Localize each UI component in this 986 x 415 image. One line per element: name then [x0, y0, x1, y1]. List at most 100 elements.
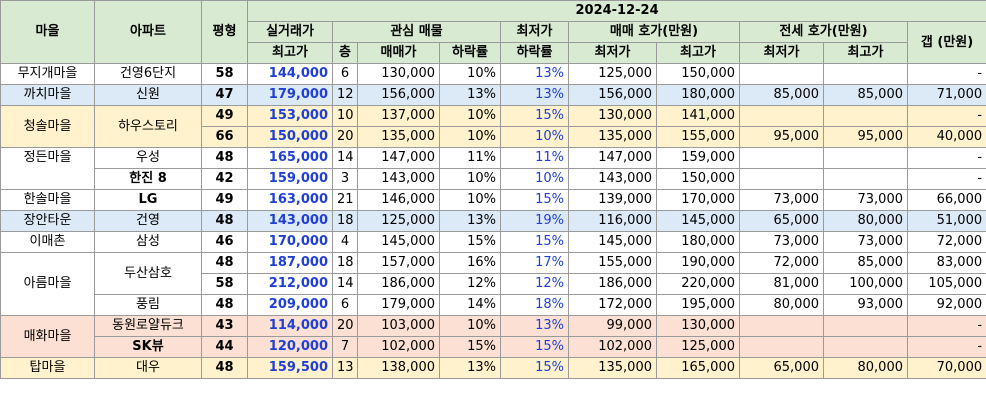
drop-cell: 16% [439, 252, 501, 274]
gap-cell: - [906, 105, 986, 127]
floor-cell: 21 [332, 189, 358, 211]
jeonse-max-cell: 80,000 [823, 210, 908, 232]
sale-max-cell: 170,000 [656, 189, 740, 211]
low-drop-cell: 15% [500, 357, 569, 379]
drop-cell: 13% [439, 357, 501, 379]
gap-cell: 92,000 [906, 294, 986, 316]
low-drop-cell: 13% [500, 63, 569, 85]
low-drop-cell: 13% [500, 84, 569, 106]
sale-max-cell: 159,000 [656, 147, 740, 169]
sale-cell: 135,000 [357, 126, 440, 148]
village-cell: 한솔마을 [0, 189, 95, 211]
header-interest: 관심 매물 [332, 21, 501, 43]
actual-max-cell: 143,000 [247, 210, 333, 232]
gap-cell: 105,000 [906, 273, 986, 295]
drop-cell: 10% [439, 63, 501, 85]
header-actual-bottom: 최고가 [247, 42, 333, 64]
header-floor: 층 [332, 42, 358, 64]
sale-cell: 143,000 [357, 168, 440, 190]
low-drop-cell: 12% [500, 273, 569, 295]
apartment-cell: LG [94, 189, 202, 211]
floor-cell: 3 [332, 168, 358, 190]
pyeong-cell: 48 [201, 210, 248, 232]
floor-cell: 12 [332, 84, 358, 106]
low-drop-cell: 10% [500, 168, 569, 190]
table-row: 아름마을 두산삼호 48 187,000 18 157,000 16% 17% … [0, 252, 986, 316]
table-row: 탑마을 대우 48 159,500 13 138,000 13% 15% 135… [0, 357, 986, 379]
sale-min-cell: 145,000 [568, 231, 657, 253]
floor-cell: 20 [332, 315, 358, 337]
sale-max-cell: 150,000 [656, 63, 740, 85]
apartment-cell: SK뷰 [94, 336, 202, 358]
header-jeonse-max: 최고가 [823, 42, 908, 64]
floor-cell: 20 [332, 126, 358, 148]
jeonse-min-cell [739, 105, 824, 127]
floor-cell: 4 [332, 231, 358, 253]
gap-cell: - [906, 168, 986, 190]
pyeong-cell: 58 [201, 63, 248, 85]
jeonse-min-cell [739, 147, 824, 169]
sale-min-cell: 156,000 [568, 84, 657, 106]
jeonse-min-cell: 65,000 [739, 357, 824, 379]
header-sale-ask: 매매 호가(만원) [568, 21, 740, 43]
jeonse-max-cell: 85,000 [823, 252, 908, 274]
village-cell: 무지개마을 [0, 63, 95, 85]
sale-cell: 102,000 [357, 336, 440, 358]
jeonse-max-cell [823, 168, 908, 190]
pyeong-cell: 49 [201, 105, 248, 127]
sale-cell: 156,000 [357, 84, 440, 106]
sale-cell: 186,000 [357, 273, 440, 295]
sale-min-cell: 139,000 [568, 189, 657, 211]
sale-max-cell: 180,000 [656, 84, 740, 106]
header-drop-rate: 하락률 [439, 42, 501, 64]
drop-cell: 10% [439, 189, 501, 211]
header-sale-max: 최고가 [656, 42, 740, 64]
sale-max-cell: 165,000 [656, 357, 740, 379]
jeonse-max-cell: 100,000 [823, 273, 908, 295]
low-drop-cell: 17% [500, 252, 569, 274]
apartment-cell: 대우 [94, 357, 202, 379]
jeonse-min-cell [739, 315, 824, 337]
table-row: 58 212,000 14 186,000 12% 12% 186,000 22… [0, 273, 986, 295]
gap-cell: 66,000 [906, 189, 986, 211]
apartment-cell: 하우스토리 [94, 105, 202, 148]
low-drop-cell: 15% [500, 189, 569, 211]
low-drop-cell: 11% [500, 147, 569, 169]
sale-max-cell: 190,000 [656, 252, 740, 274]
gap-cell: 40,000 [906, 126, 986, 148]
gap-cell: 51,000 [906, 210, 986, 232]
actual-max-cell: 144,000 [247, 63, 333, 85]
actual-max-cell: 212,000 [247, 273, 333, 295]
table-row: 한솔마을 LG 49 163,000 21 146,000 10% 15% 13… [0, 189, 986, 211]
apartment-cell: 삼성 [94, 231, 202, 253]
apartment-cell: 건영 [94, 210, 202, 232]
gap-cell: 72,000 [906, 231, 986, 253]
drop-cell: 10% [439, 105, 501, 127]
table-row: 장안타운 건영 48 143,000 18 125,000 13% 19% 11… [0, 210, 986, 232]
sale-max-cell: 141,000 [656, 105, 740, 127]
low-drop-cell: 15% [500, 336, 569, 358]
drop-cell: 12% [439, 273, 501, 295]
floor-cell: 14 [332, 147, 358, 169]
sale-cell: 179,000 [357, 294, 440, 316]
floor-cell: 7 [332, 336, 358, 358]
sale-min-cell: 135,000 [568, 357, 657, 379]
sale-cell: 147,000 [357, 147, 440, 169]
pyeong-cell: 44 [201, 336, 248, 358]
sale-min-cell: 155,000 [568, 252, 657, 274]
sale-min-cell: 143,000 [568, 168, 657, 190]
jeonse-max-cell [823, 63, 908, 85]
sale-max-cell: 125,000 [656, 336, 740, 358]
table-row: SK뷰 44 120,000 7 102,000 15% 15% 102,000… [0, 336, 986, 358]
gap-cell: - [906, 147, 986, 169]
jeonse-max-cell [823, 147, 908, 169]
header-lowest-top: 최저가 [500, 21, 569, 43]
sale-cell: 145,000 [357, 231, 440, 253]
drop-cell: 14% [439, 294, 501, 316]
sale-max-cell: 130,000 [656, 315, 740, 337]
apartment-cell: 두산삼호 [94, 252, 202, 295]
pyeong-cell: 58 [201, 273, 248, 295]
drop-cell: 11% [439, 147, 501, 169]
pyeong-cell: 48 [201, 252, 248, 274]
apartment-price-table: 마을 아파트 평형 2024-12-24 실거래가 관심 매물 최저가 매매 호… [0, 0, 986, 379]
